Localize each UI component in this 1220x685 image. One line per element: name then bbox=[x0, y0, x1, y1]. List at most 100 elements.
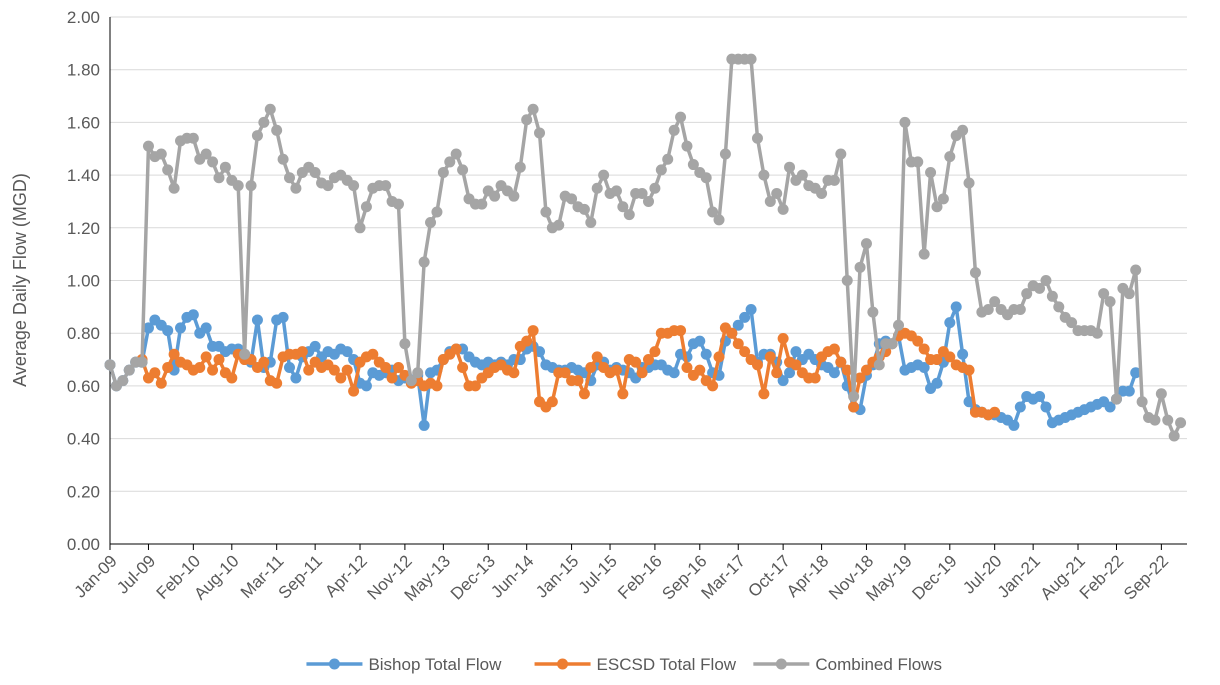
data-point bbox=[457, 361, 469, 373]
data-point bbox=[239, 348, 251, 360]
y-axis-label: Average Daily Flow (MGD) bbox=[10, 173, 30, 387]
data-point bbox=[662, 153, 674, 165]
data-point bbox=[392, 361, 404, 373]
data-point bbox=[989, 296, 1001, 308]
data-point bbox=[668, 367, 680, 379]
data-point bbox=[681, 140, 693, 152]
x-tick-label: Apr-12 bbox=[321, 551, 371, 601]
data-point bbox=[258, 356, 270, 368]
data-point bbox=[271, 124, 283, 136]
data-point bbox=[912, 156, 924, 168]
data-point bbox=[418, 419, 430, 431]
data-point bbox=[982, 303, 994, 315]
data-point bbox=[854, 261, 866, 273]
data-point bbox=[841, 275, 853, 286]
y-tick-label: 2.00 bbox=[67, 8, 100, 27]
data-point bbox=[117, 375, 129, 387]
data-point bbox=[726, 327, 738, 339]
data-point bbox=[251, 314, 263, 326]
data-point bbox=[848, 390, 860, 402]
data-point bbox=[873, 359, 885, 371]
data-point bbox=[957, 124, 969, 136]
legend-marker bbox=[775, 658, 787, 670]
x-tick-label: Jan-15 bbox=[532, 551, 582, 601]
data-point bbox=[739, 346, 751, 358]
data-point bbox=[707, 380, 719, 392]
x-tick-label: Sep-11 bbox=[275, 551, 326, 602]
data-point bbox=[469, 380, 481, 392]
data-point bbox=[732, 338, 744, 350]
data-point bbox=[957, 348, 969, 360]
data-point bbox=[200, 148, 212, 160]
data-point bbox=[489, 190, 501, 202]
data-point bbox=[1149, 414, 1161, 426]
x-tick-label: Apr-18 bbox=[783, 551, 833, 601]
data-point bbox=[142, 140, 154, 152]
data-point bbox=[828, 343, 840, 355]
x-tick-label: Feb-16 bbox=[614, 551, 666, 603]
data-point bbox=[335, 372, 347, 384]
data-point bbox=[1053, 301, 1065, 313]
data-point bbox=[816, 188, 828, 200]
data-point bbox=[136, 356, 148, 368]
data-point bbox=[893, 319, 905, 331]
data-point bbox=[213, 172, 225, 184]
y-tick-label: 0.40 bbox=[67, 430, 100, 449]
data-point bbox=[719, 148, 731, 160]
data-point bbox=[1168, 430, 1180, 442]
data-point bbox=[937, 193, 949, 205]
data-point bbox=[360, 380, 372, 392]
data-point bbox=[418, 256, 430, 268]
data-point bbox=[572, 375, 584, 387]
data-point bbox=[142, 322, 154, 334]
data-point bbox=[1155, 388, 1167, 400]
data-point bbox=[322, 180, 334, 192]
data-point bbox=[1040, 275, 1052, 286]
data-point bbox=[284, 361, 295, 373]
y-tick-label: 1.00 bbox=[67, 272, 100, 291]
data-point bbox=[739, 311, 751, 323]
data-point bbox=[521, 114, 533, 126]
data-point bbox=[303, 364, 315, 376]
x-tick-label: Jul-09 bbox=[113, 551, 159, 597]
data-point bbox=[392, 198, 404, 210]
data-point bbox=[777, 203, 789, 215]
data-point bbox=[989, 406, 1001, 418]
data-point bbox=[1014, 303, 1026, 315]
data-point bbox=[617, 201, 629, 213]
data-point bbox=[931, 201, 943, 213]
data-point bbox=[162, 164, 174, 176]
data-point bbox=[232, 180, 244, 192]
data-point bbox=[617, 388, 629, 400]
data-point bbox=[591, 351, 603, 363]
data-point bbox=[848, 401, 860, 413]
data-point bbox=[123, 364, 135, 376]
data-point bbox=[412, 367, 424, 379]
data-point bbox=[758, 169, 770, 181]
y-tick-label: 0.80 bbox=[67, 324, 100, 343]
data-point bbox=[944, 317, 956, 329]
data-point bbox=[668, 124, 680, 136]
data-point bbox=[643, 354, 654, 366]
data-point bbox=[219, 161, 231, 173]
data-point bbox=[745, 53, 757, 65]
data-point bbox=[213, 354, 225, 366]
data-point bbox=[431, 380, 443, 392]
data-point bbox=[636, 367, 648, 379]
data-point bbox=[437, 166, 449, 178]
data-point bbox=[950, 301, 962, 313]
data-point bbox=[886, 338, 898, 350]
data-point bbox=[777, 332, 789, 344]
data-point bbox=[925, 166, 937, 178]
data-point bbox=[918, 248, 930, 260]
data-point bbox=[553, 219, 565, 231]
series bbox=[104, 53, 1187, 442]
data-point bbox=[694, 335, 706, 347]
legend-marker bbox=[557, 658, 569, 670]
data-point bbox=[771, 188, 783, 200]
data-point bbox=[713, 214, 725, 226]
data-point bbox=[290, 182, 302, 194]
data-point bbox=[649, 346, 661, 358]
data-point bbox=[540, 206, 552, 218]
data-point bbox=[623, 209, 635, 221]
